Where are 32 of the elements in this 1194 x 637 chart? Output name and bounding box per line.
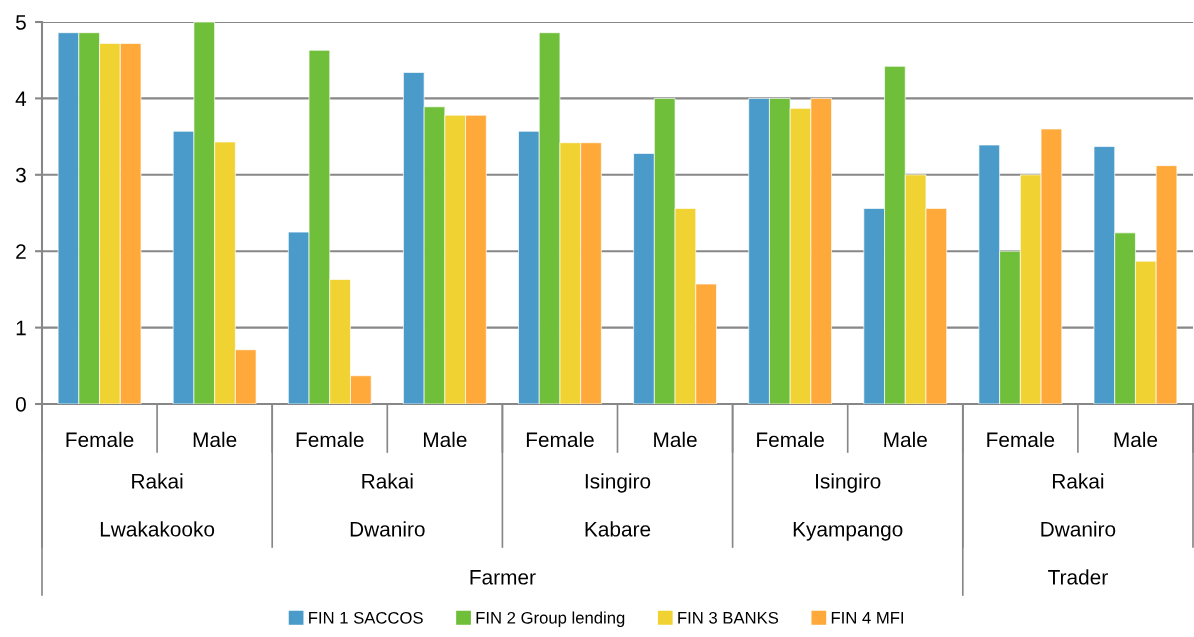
text: Kabare bbox=[585, 521, 651, 537]
legend-label: FIN 4 MFI bbox=[831, 612, 904, 624]
x-tick-label: Male bbox=[423, 431, 467, 448]
x-tick-label: Male bbox=[654, 431, 697, 448]
y-tick-label: 5 bbox=[15, 15, 26, 30]
y-tick-label: 0 bbox=[15, 397, 26, 412]
x-tick-label: Male bbox=[193, 431, 237, 448]
x-tick-label: Female bbox=[66, 431, 134, 448]
x-tick-label: Male bbox=[1114, 431, 1158, 448]
text: Isingiro bbox=[585, 473, 651, 493]
text: Isingiro bbox=[816, 473, 881, 493]
legend-label: FIN 2 Group lending bbox=[476, 611, 625, 627]
x-tick-label: Female bbox=[987, 431, 1055, 448]
y-tick-label: 4 bbox=[15, 91, 27, 106]
y-tick-label: 3 bbox=[15, 167, 26, 183]
text: Lwakakooko bbox=[100, 521, 215, 537]
text: Trader bbox=[1048, 569, 1108, 585]
legend-label: FIN 3 BANKS bbox=[678, 611, 779, 624]
text: Rakai bbox=[132, 473, 183, 489]
text: Dwaniro bbox=[350, 521, 425, 537]
text: Rakai bbox=[1052, 473, 1104, 489]
x-tick-label: Female bbox=[296, 431, 364, 448]
y-tick-label: 1 bbox=[16, 320, 26, 336]
text: Farmer bbox=[470, 570, 536, 585]
x-tick-label: Male bbox=[884, 431, 927, 448]
x-tick-label: Female bbox=[526, 431, 594, 448]
y-tick-label: 2 bbox=[16, 244, 26, 259]
legend-label: FIN 1 SACCOS bbox=[309, 611, 423, 624]
text: Dwaniro bbox=[1041, 521, 1116, 537]
x-tick-label: Female bbox=[757, 431, 824, 448]
text: Rakai bbox=[362, 473, 413, 489]
text: Kyampango bbox=[793, 522, 903, 541]
